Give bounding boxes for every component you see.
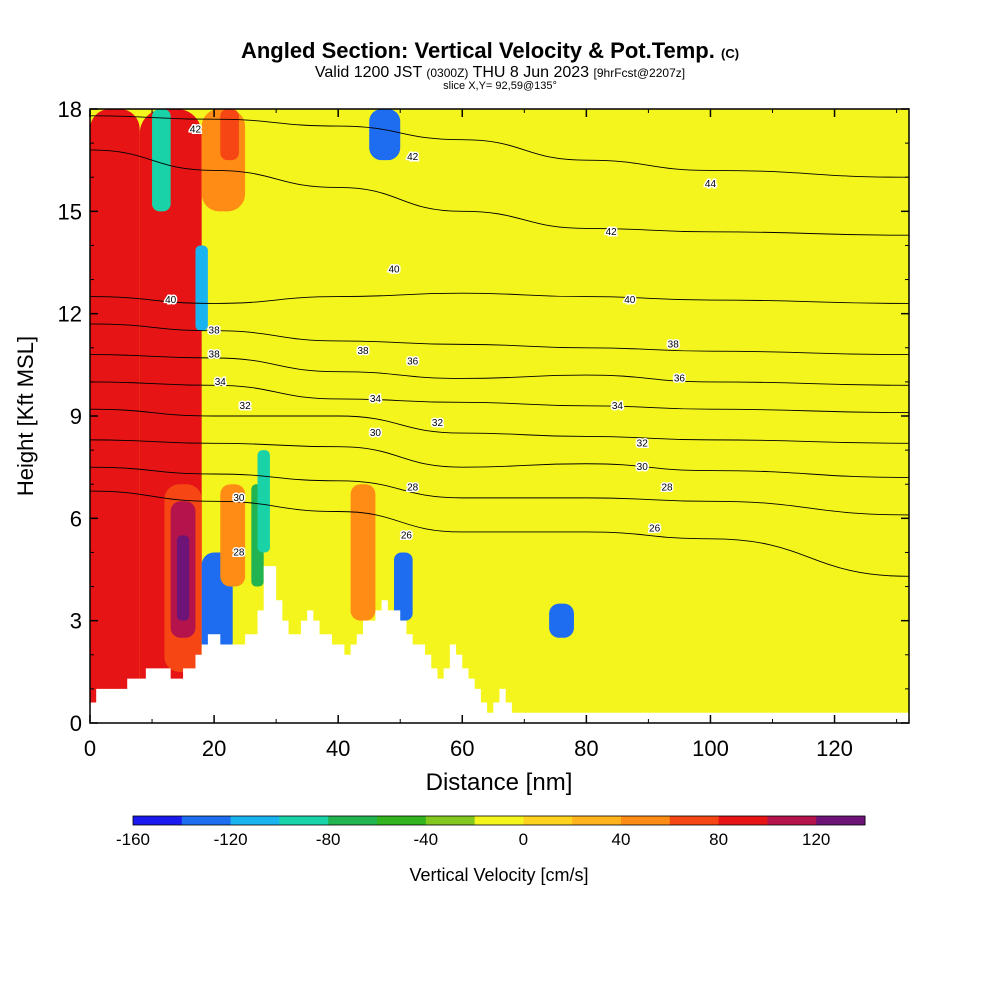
plot-area: 42 42 44 42 40 40 40 38 38 38 38 36 34 36 32 34 34 32 30 32…	[90, 109, 909, 723]
colorbar-swatch	[425, 816, 476, 825]
velocity-cell	[220, 109, 239, 161]
y-tick-label: 3	[70, 609, 82, 634]
contour-label: 36	[407, 356, 419, 367]
contour-label: 38	[357, 346, 369, 357]
contour-label: 42	[190, 124, 202, 135]
colorbar-swatch	[328, 816, 378, 825]
theta-contour	[90, 292, 909, 304]
slice-label: slice X,Y= 92,59@135°	[443, 80, 557, 92]
contour-label: 42	[407, 152, 419, 163]
x-tick-label: 60	[450, 736, 474, 761]
contour-label: 26	[649, 524, 661, 535]
colorbar-swatch	[718, 816, 768, 825]
colorbar-swatch	[669, 816, 720, 825]
colorbar-swatch	[572, 816, 622, 825]
colorbar-swatch	[816, 816, 866, 825]
contour-label: 28	[661, 483, 673, 494]
colorbar-swatch	[621, 816, 671, 825]
contour-label: 38	[209, 350, 221, 361]
y-tick-label: 15	[58, 199, 82, 224]
contour-label: 38	[668, 339, 680, 350]
theta-contour	[90, 408, 909, 444]
y-tick-label: 6	[70, 506, 82, 531]
theta-contour	[90, 149, 909, 236]
contour-label: 32	[432, 418, 444, 429]
y-tick-label: 9	[70, 404, 82, 429]
theta-contour	[90, 490, 909, 577]
contour-label: 32	[637, 438, 649, 449]
theta-contour	[90, 466, 909, 516]
colorbar-swatch	[279, 816, 329, 825]
contour-label: 30	[370, 428, 382, 439]
chart-subtitle: Valid 1200 JST (0300Z) THU 8 Jun 2023 [9…	[315, 64, 685, 81]
theta-contour	[90, 439, 909, 478]
contour-label: 40	[624, 295, 636, 306]
x-tick-label: 100	[692, 736, 729, 761]
x-tick-label: 40	[326, 736, 350, 761]
theta-contour	[90, 381, 909, 414]
colorbar-swatch	[474, 816, 524, 825]
velocity-cell	[350, 484, 376, 621]
velocity-cell	[176, 535, 190, 621]
velocity-cell	[152, 109, 171, 212]
colorbar-tick-label: -40	[414, 830, 439, 849]
contour-label: 34	[612, 401, 624, 412]
x-tick-label: 120	[816, 736, 853, 761]
contour-label: 40	[165, 295, 177, 306]
colorbar-frame	[132, 815, 866, 826]
colorbar-tick-label: 120	[802, 830, 830, 849]
contour-label: 28	[233, 547, 245, 558]
x-tick-label: 0	[84, 736, 96, 761]
colorbar-tick-label: -160	[116, 830, 150, 849]
colorbar-tick-label: 0	[519, 830, 528, 849]
colorbar-tick-label: 80	[709, 830, 728, 849]
colorbar: -160 -120 -80 -40 0 40 80 120	[116, 815, 866, 849]
contour-label: 36	[674, 373, 686, 384]
x-axis-label: Distance [nm]	[426, 769, 573, 796]
velocity-cell	[394, 552, 413, 621]
contour-label: 26	[401, 530, 413, 541]
contour-label: 34	[215, 377, 227, 388]
y-tick-label: 0	[70, 711, 82, 736]
colorbar-swatch	[523, 816, 573, 825]
colorbar-swatch	[133, 816, 183, 825]
contour-label: 30	[233, 493, 245, 504]
contour-label: 30	[637, 462, 649, 473]
theta-contour	[90, 115, 909, 178]
terrain	[90, 566, 909, 723]
chart-title: Angled Section: Vertical Velocity & Pot.…	[241, 38, 739, 63]
velocity-cell	[220, 484, 246, 587]
x-tick-label: 80	[574, 736, 598, 761]
colorbar-swatch	[181, 816, 232, 825]
colorbar-swatch	[377, 816, 427, 825]
y-axis-label: Height [Kft MSL]	[13, 336, 38, 496]
colorbar-tick-label: 40	[612, 830, 631, 849]
colorbar-label: Vertical Velocity [cm/s]	[409, 865, 588, 885]
velocity-cell	[549, 603, 574, 638]
theta-contour	[90, 354, 909, 386]
colorbar-swatch	[767, 816, 817, 825]
colorbar-swatch	[230, 816, 280, 825]
contour-label: 42	[606, 227, 618, 238]
colorbar-tick-label: -120	[214, 830, 248, 849]
contour-label: 34	[370, 394, 382, 405]
velocity-cell	[195, 245, 208, 331]
y-tick-label: 18	[58, 97, 82, 122]
contour-label: 44	[705, 179, 717, 190]
contour-label: 38	[209, 326, 221, 337]
contour-label: 40	[388, 264, 400, 275]
velocity-cell	[369, 109, 401, 161]
x-tick-label: 20	[202, 736, 226, 761]
y-tick-label: 12	[58, 302, 82, 327]
theta-contour	[90, 323, 909, 356]
contour-label: 32	[240, 401, 252, 412]
velocity-cell	[90, 109, 140, 723]
contour-label: 28	[407, 483, 419, 494]
velocity-cell	[257, 450, 270, 553]
colorbar-tick-label: -80	[316, 830, 341, 849]
